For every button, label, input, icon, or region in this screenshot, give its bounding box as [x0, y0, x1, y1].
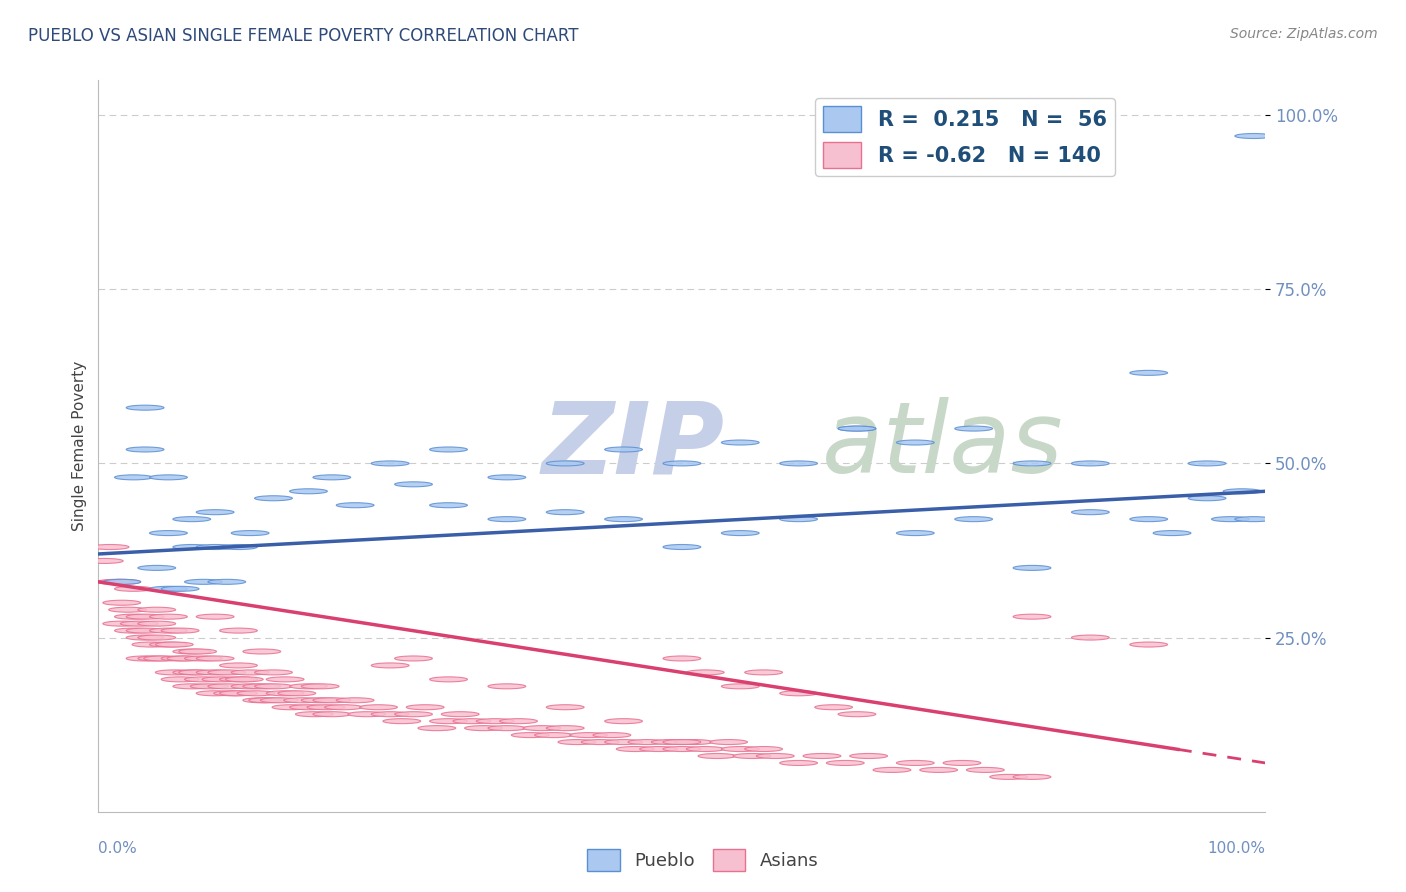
Legend: R =  0.215   N =  56, R = -0.62   N = 140: R = 0.215 N = 56, R = -0.62 N = 140	[815, 98, 1115, 176]
Legend: Pueblo, Asians: Pueblo, Asians	[581, 842, 825, 879]
Text: atlas: atlas	[823, 398, 1063, 494]
Text: PUEBLO VS ASIAN SINGLE FEMALE POVERTY CORRELATION CHART: PUEBLO VS ASIAN SINGLE FEMALE POVERTY CO…	[28, 27, 579, 45]
Text: 0.0%: 0.0%	[98, 841, 138, 856]
Text: ZIP: ZIP	[541, 398, 725, 494]
Text: Source: ZipAtlas.com: Source: ZipAtlas.com	[1230, 27, 1378, 41]
Y-axis label: Single Female Poverty: Single Female Poverty	[72, 361, 87, 531]
Text: 100.0%: 100.0%	[1208, 841, 1265, 856]
